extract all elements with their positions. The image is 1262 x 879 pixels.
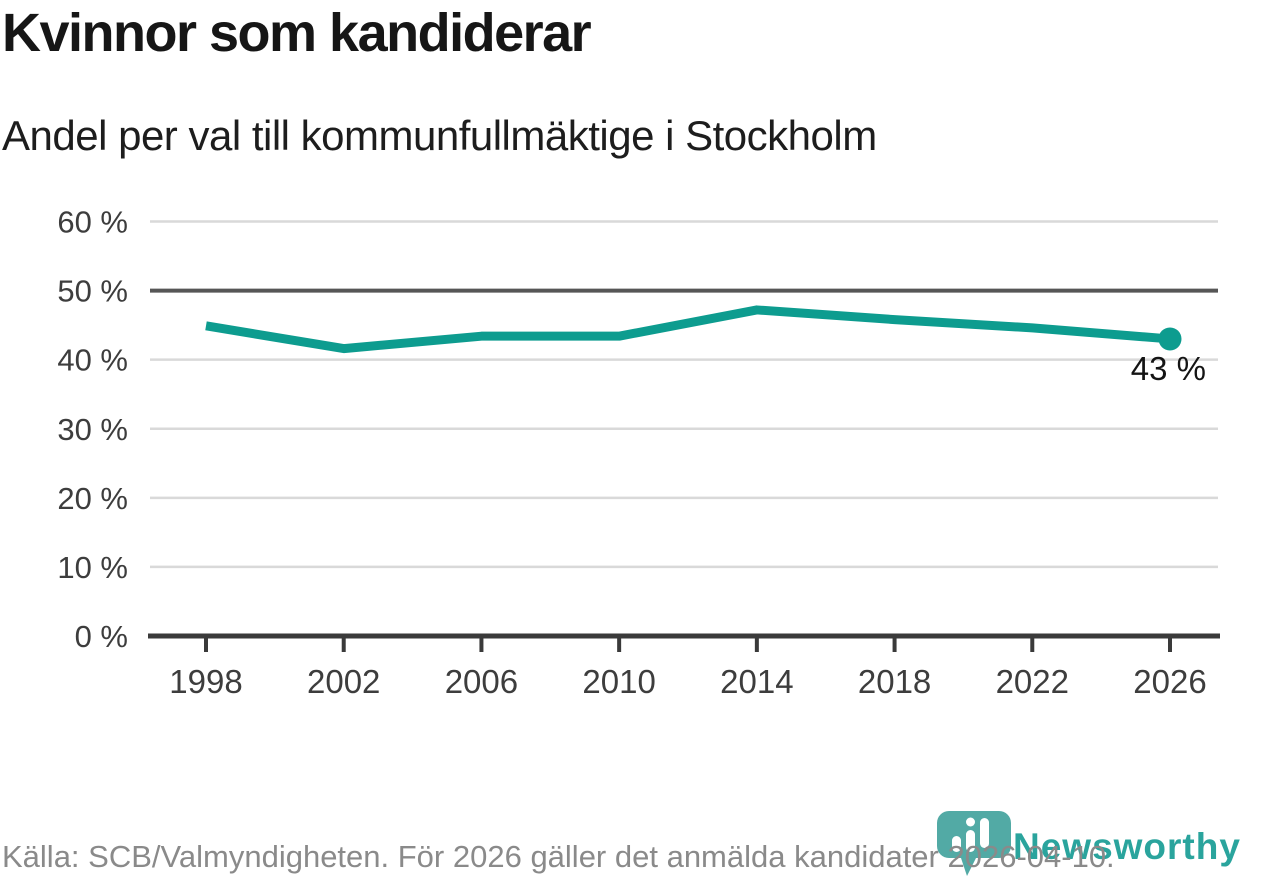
- y-axis-tick-label: 20 %: [57, 481, 128, 516]
- x-axis-tick-label: 2010: [582, 663, 655, 700]
- y-axis-tick-label: 0 %: [75, 619, 128, 654]
- x-axis-tick-label: 2026: [1133, 663, 1206, 700]
- y-axis-tick-label: 60 %: [57, 205, 128, 240]
- x-axis-tick-label: 2022: [996, 663, 1069, 700]
- end-point-marker: [1158, 327, 1182, 351]
- chart-subtitle: Andel per val till kommunfullmäktige i S…: [2, 112, 877, 159]
- logo-bar-tall: [980, 818, 989, 848]
- y-axis-tick-label: 40 %: [57, 343, 128, 378]
- y-axis-tick-label: 30 %: [57, 412, 128, 447]
- x-axis-tick-label: 2006: [445, 663, 518, 700]
- x-axis-tick-label: 1998: [169, 663, 242, 700]
- x-axis-tick-label: 2002: [307, 663, 380, 700]
- y-axis-tick-label: 50 %: [57, 274, 128, 309]
- source-note: Källa: SCB/Valmyndigheten. För 2026 gäll…: [2, 839, 1115, 874]
- chart-title: Kvinnor som kandiderar: [2, 3, 592, 63]
- x-axis-tick-label: 2018: [858, 663, 931, 700]
- newsworthy-icon: [937, 811, 1011, 876]
- y-axis-tick-label: 10 %: [57, 550, 128, 585]
- logo-dot: [966, 817, 975, 827]
- data-line-women-candidates: [205, 305, 1171, 354]
- logo-bar-short: [952, 836, 961, 852]
- end-value-label: 43 %: [1131, 350, 1206, 387]
- newsworthy-wordmark: Newsworthy: [1013, 826, 1241, 867]
- x-axis-tick-label: 2014: [720, 663, 793, 700]
- logo-bar-medium: [966, 830, 975, 852]
